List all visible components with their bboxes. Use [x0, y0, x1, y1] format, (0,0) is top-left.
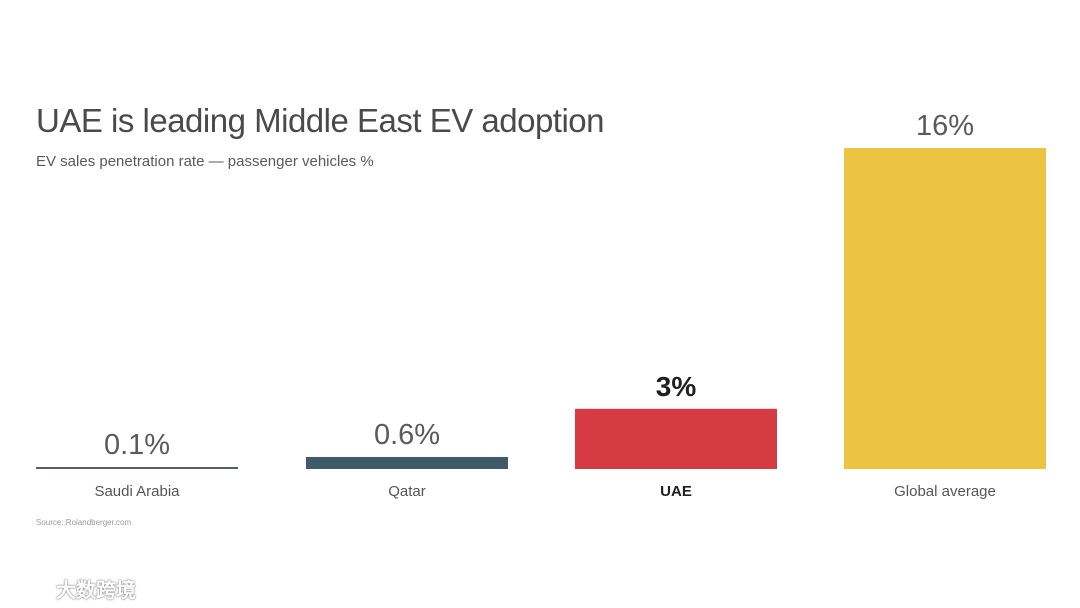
source-note: Source: Rolandberger.com	[36, 518, 132, 527]
category-label-qatar: Qatar	[388, 483, 426, 500]
category-label-global-average: Global average	[894, 483, 996, 500]
value-label-saudi-arabia: 0.1%	[104, 429, 170, 461]
bar-uae	[575, 408, 777, 469]
watermark-logo-icon	[11, 580, 49, 597]
value-label-qatar: 0.6%	[374, 419, 440, 451]
category-label-saudi-arabia: Saudi Arabia	[94, 483, 180, 500]
value-label-uae: 3%	[656, 371, 697, 402]
bar-global-average	[844, 148, 1046, 469]
bar-saudi-arabia	[36, 466, 238, 469]
watermark: 大数跨境	[10, 574, 136, 602]
category-label-uae: UAE	[660, 483, 692, 500]
chart-title: UAE is leading Middle East EV adoption	[36, 102, 605, 139]
chart-subtitle: EV sales penetration rate — passenger ve…	[36, 153, 374, 170]
value-label-global-average: 16%	[916, 110, 974, 142]
bar-qatar	[306, 456, 508, 469]
watermark-text: 大数跨境	[56, 577, 136, 602]
